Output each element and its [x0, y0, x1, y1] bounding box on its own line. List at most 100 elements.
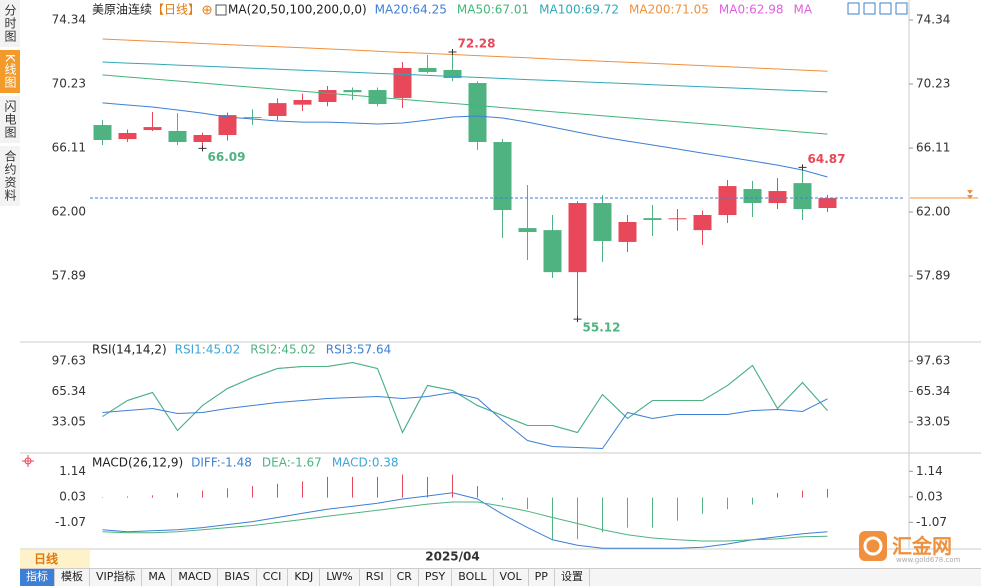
candle-body	[594, 203, 612, 241]
legend-entry: DEA:-1.67	[262, 456, 322, 470]
sidebar: 分时图 K线图闪电图合约资料	[0, 0, 20, 209]
side-tab[interactable]: K线图	[0, 50, 20, 93]
macd-bar	[277, 484, 278, 498]
toolbar-tab[interactable]: 设置	[555, 569, 590, 586]
candle-body	[544, 230, 562, 272]
period-button[interactable]: 日线	[20, 550, 90, 568]
macd-bar	[227, 488, 228, 497]
icon[interactable]	[864, 3, 875, 14]
annotation-marker	[199, 145, 207, 151]
x-tick-label: 2025/04	[425, 550, 479, 564]
y-tick-label: 1.14	[916, 464, 943, 478]
toolbar-tab[interactable]: MACD	[172, 569, 218, 586]
candle-body	[94, 125, 112, 140]
indicator-label: MA(20,50,100,200,0,0)	[228, 3, 367, 17]
logo-url: www.gold678.com	[896, 556, 960, 564]
annotation: 55.12	[583, 321, 621, 335]
macd-bar	[802, 491, 803, 498]
candle-body	[619, 222, 637, 242]
icon[interactable]	[848, 3, 859, 14]
candle-body	[394, 68, 412, 98]
macd-bar	[652, 498, 653, 528]
ma-line	[103, 75, 828, 134]
macd-bar	[602, 498, 603, 533]
toolbar-tab[interactable]: BOLL	[452, 569, 493, 586]
y-tick-label: 0.03	[916, 489, 943, 503]
panel-title: RSI(14,14,2)	[92, 343, 167, 357]
macd-bar	[702, 498, 703, 514]
y-tick-label: 1.14	[59, 464, 86, 478]
panel-title: MACD(26,12,9)	[92, 456, 183, 470]
candle-body	[494, 142, 512, 210]
side-tab[interactable]: 合约资料	[0, 146, 20, 206]
candle-body	[169, 131, 187, 142]
candle-body	[194, 135, 212, 142]
y-tick-label: 65.34	[52, 384, 86, 398]
toolbar-tab[interactable]: 模板	[55, 569, 90, 586]
legend-entry: MA20:64.25	[375, 3, 447, 17]
chart-title: 美原油连续	[92, 2, 152, 17]
toolbar-tab[interactable]: 指标	[20, 569, 55, 586]
y-tick-label: -1.07	[55, 515, 86, 529]
y-tick-label: 74.34	[52, 12, 86, 26]
logo: 汇金网 www.gold678.com	[858, 528, 978, 566]
legend-entry: MA50:67.01	[457, 3, 529, 17]
macd-bar	[377, 477, 378, 498]
macd-bar	[327, 477, 328, 498]
toolbar-tab[interactable]: VOL	[494, 569, 529, 586]
indicator-line	[103, 493, 828, 548]
toolbar-tab[interactable]: VIP指标	[90, 569, 142, 586]
icon[interactable]	[896, 3, 907, 14]
legend-entry: MA	[793, 3, 812, 17]
candle-body	[344, 90, 362, 92]
y-tick-label: 70.23	[52, 76, 86, 90]
toolbar-tab[interactable]: MA	[142, 569, 172, 586]
toolbar-tab[interactable]: BIAS	[218, 569, 256, 586]
side-tab[interactable]: 闪电图	[0, 96, 20, 143]
macd-bar	[202, 491, 203, 498]
toolbar-icons[interactable]	[848, 3, 907, 14]
y-tick-label: 97.63	[916, 354, 950, 368]
y-tick-label: 65.34	[916, 384, 950, 398]
sun-icon[interactable]	[22, 455, 34, 467]
candle-body	[719, 186, 737, 215]
toolbar-tab[interactable]: CR	[391, 569, 419, 586]
candle-body	[119, 133, 137, 139]
y-tick-label: 97.63	[52, 354, 86, 368]
macd-bar	[777, 493, 778, 498]
y-tick-label: 70.23	[916, 76, 950, 90]
y-tick-label: 57.89	[916, 269, 950, 283]
icon[interactable]	[880, 3, 891, 14]
side-tab[interactable]: 分时图	[0, 0, 20, 47]
toolbar-tab[interactable]: PP	[529, 569, 555, 586]
toolbar-tab[interactable]: KDJ	[288, 569, 320, 586]
y-tick-label: 74.34	[916, 12, 950, 26]
icon	[204, 7, 210, 13]
macd-bar	[252, 486, 253, 498]
legend-entry: DIFF:-1.48	[191, 456, 252, 470]
annotation: 72.28	[458, 37, 496, 51]
candle-body	[469, 83, 487, 142]
y-tick-label: 57.89	[52, 269, 86, 283]
candle-body	[694, 215, 712, 230]
macd-bar	[427, 477, 428, 498]
macd-bar	[677, 498, 678, 521]
candle-body	[269, 103, 287, 116]
toolbar-tab[interactable]: CCI	[257, 569, 289, 586]
logo-name: 汇金网	[892, 530, 952, 559]
macd-bar	[302, 481, 303, 497]
candle-body	[319, 90, 337, 102]
toolbar-tab[interactable]: LW%	[320, 569, 359, 586]
macd-bar	[452, 475, 453, 498]
toolbar-tab[interactable]: RSI	[360, 569, 391, 586]
y-tick-label: 62.00	[52, 205, 86, 219]
candle-body	[819, 198, 837, 208]
logo-icon	[858, 530, 888, 564]
candle-body	[644, 218, 662, 220]
macd-bar	[527, 498, 528, 510]
macd-bar	[402, 475, 403, 498]
toolbar-tab[interactable]: PSY	[419, 569, 452, 586]
macd-bar	[127, 496, 128, 497]
